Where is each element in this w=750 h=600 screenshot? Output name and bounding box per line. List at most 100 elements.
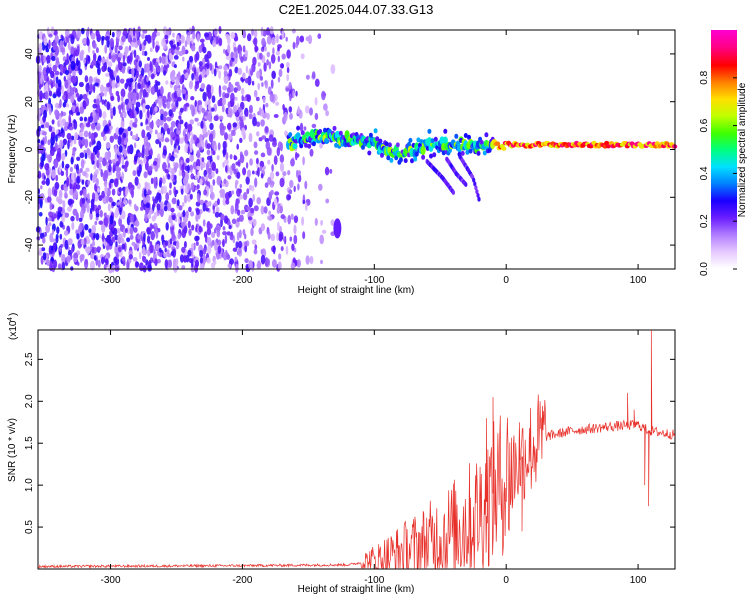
spectrogram-noise-cell <box>269 171 275 181</box>
colorbar-step <box>711 209 737 212</box>
spectrogram-noise-cell <box>226 221 231 226</box>
spectrogram-noise-cell <box>276 33 279 44</box>
spectrogram-noise-cell <box>111 159 116 164</box>
spectrogram-noise-cell <box>217 99 221 107</box>
spectrogram-noise-cell <box>239 115 244 122</box>
spectrogram-noise-cell <box>189 164 194 171</box>
spectrogram-noise-cell <box>226 231 231 236</box>
spectrogram-noise-cell <box>77 261 80 266</box>
spectrogram-noise-cell <box>90 132 95 141</box>
spectrogram-noise-cell <box>213 68 217 77</box>
spectrogram-noise-cell <box>232 247 238 252</box>
spectrogram-noise-cell <box>187 164 190 174</box>
spectrogram-noise-cell <box>126 55 131 64</box>
spectrogram-noise-cell <box>260 152 266 158</box>
spectrogram-noise-cell <box>155 139 160 145</box>
x-tick-label: 0 <box>503 575 509 586</box>
spectrogram-signal-cell <box>442 136 448 144</box>
spectrogram-noise-cell <box>111 31 115 38</box>
spectrogram-noise-cell <box>65 167 69 178</box>
spectrogram-noise-cell <box>206 149 211 156</box>
spectrogram-noise-cell <box>142 103 147 113</box>
spectrogram-noise-cell <box>250 227 254 237</box>
spectrogram-noise-cell <box>75 92 80 98</box>
spectrogram-noise-cell <box>44 135 47 145</box>
spectrogram-noise-cell <box>105 142 111 149</box>
spectrogram-noise-cell <box>260 26 264 37</box>
spectrogram-noise-cell <box>220 213 225 221</box>
spectrogram-noise-cell <box>329 168 333 174</box>
spectrogram-noise-cell <box>214 144 218 152</box>
spectrogram-noise-cell <box>202 57 206 66</box>
colorbar-step <box>711 107 737 111</box>
spectrogram-noise-cell <box>176 149 179 154</box>
spectrogram-noise-cell <box>280 214 286 220</box>
spectrogram-noise-cell <box>274 191 280 196</box>
spectrogram-noise-cell <box>250 207 255 214</box>
spectrogram-noise-cell <box>163 116 167 122</box>
spectrogram-noise-cell <box>297 183 300 191</box>
spectrogram-noise-cell <box>51 169 56 179</box>
spectrogram-noise-cell <box>198 64 204 72</box>
spectrogram-noise-cell <box>234 256 238 262</box>
spectrogram-noise-cell <box>51 245 54 251</box>
spectrogram-noise-cell <box>62 102 67 108</box>
spectrogram-noise-cell <box>259 75 263 81</box>
spectrogram-noise-cell <box>242 229 246 236</box>
spectrogram-noise-cell <box>282 237 286 242</box>
spectrogram-noise-cell <box>224 159 229 165</box>
x-tick-label: -200 <box>232 575 252 586</box>
spectrogram-noise-cell <box>147 165 153 172</box>
spectrogram-noise-cell <box>249 158 254 166</box>
colorbar-step <box>711 45 737 49</box>
spectrogram-noise-cell <box>103 241 108 247</box>
spectrogram-noise-cell <box>75 184 81 190</box>
spectrogram-noise-cell <box>159 201 164 211</box>
spectrogram-noise-cell <box>225 152 229 161</box>
spectrogram-noise-cell <box>51 229 55 236</box>
spectrogram-noise-cell <box>175 34 180 43</box>
spectrogram-noise-cell <box>56 226 60 234</box>
spectrogram-noise-cell <box>79 116 84 122</box>
spectrogram-noise-cell <box>89 83 93 94</box>
spectrogram-noise-cell <box>153 198 156 208</box>
spectrogram-noise-cell <box>235 263 239 273</box>
spectrogram-noise-cell <box>289 179 294 188</box>
spectrogram-noise-cell <box>51 55 56 62</box>
spectrogram-noise-cell <box>58 164 62 173</box>
snr-frame <box>37 329 676 570</box>
spectrogram-signal-cell <box>416 137 421 143</box>
spectrogram-noise-cell <box>207 129 211 136</box>
colorbar-step <box>711 121 737 125</box>
x-tick-label: -100 <box>364 275 384 286</box>
spectrogram-noise-cell <box>65 256 71 262</box>
colorbar-step <box>711 157 737 160</box>
spectrogram-signal-cell <box>305 131 311 137</box>
spectrogram-branch-cell <box>474 185 478 191</box>
spectrogram-noise-cell <box>124 161 129 168</box>
spectrogram-noise-cell <box>182 209 186 218</box>
spectrogram-noise-cell <box>59 233 63 240</box>
spectrogram-noise-cell <box>202 219 206 227</box>
spectrogram-noise-cell <box>277 76 281 83</box>
spectrogram-noise-cell <box>244 241 248 246</box>
colorbar-step <box>711 187 737 190</box>
spectrogram-noise-cell <box>254 150 259 155</box>
spectrogram-noise-cell <box>86 199 91 204</box>
spectrogram-noise-cell <box>134 155 138 162</box>
spectrogram-noise-cell <box>129 234 134 240</box>
spectrogram-noise-cell <box>147 249 151 257</box>
spectrogram-noise-cell <box>69 166 73 173</box>
spectrogram-noise-cell <box>227 263 232 268</box>
spectrogram-noise-cell <box>227 44 231 54</box>
spectrogram-noise-cell <box>184 143 189 153</box>
spectrogram-noise-cell <box>214 211 220 218</box>
spectrogram-noise-cell <box>227 175 232 180</box>
spectrogram-noise-cell <box>114 234 119 241</box>
spectrogram-noise-cell <box>253 89 258 98</box>
spectrogram-noise-cell <box>102 157 107 167</box>
spectrogram-noise-cell <box>206 227 212 236</box>
spectrogram-noise-cell <box>260 249 264 255</box>
spectrogram-noise-cell <box>199 38 205 43</box>
spectrogram-noise-cell <box>183 255 187 263</box>
